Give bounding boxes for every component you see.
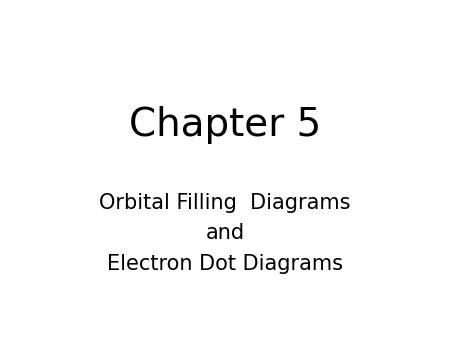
Text: Chapter 5: Chapter 5 (129, 106, 321, 144)
Text: and: and (206, 223, 244, 243)
Text: Orbital Filling  Diagrams: Orbital Filling Diagrams (99, 193, 351, 213)
Text: Electron Dot Diagrams: Electron Dot Diagrams (107, 254, 343, 274)
